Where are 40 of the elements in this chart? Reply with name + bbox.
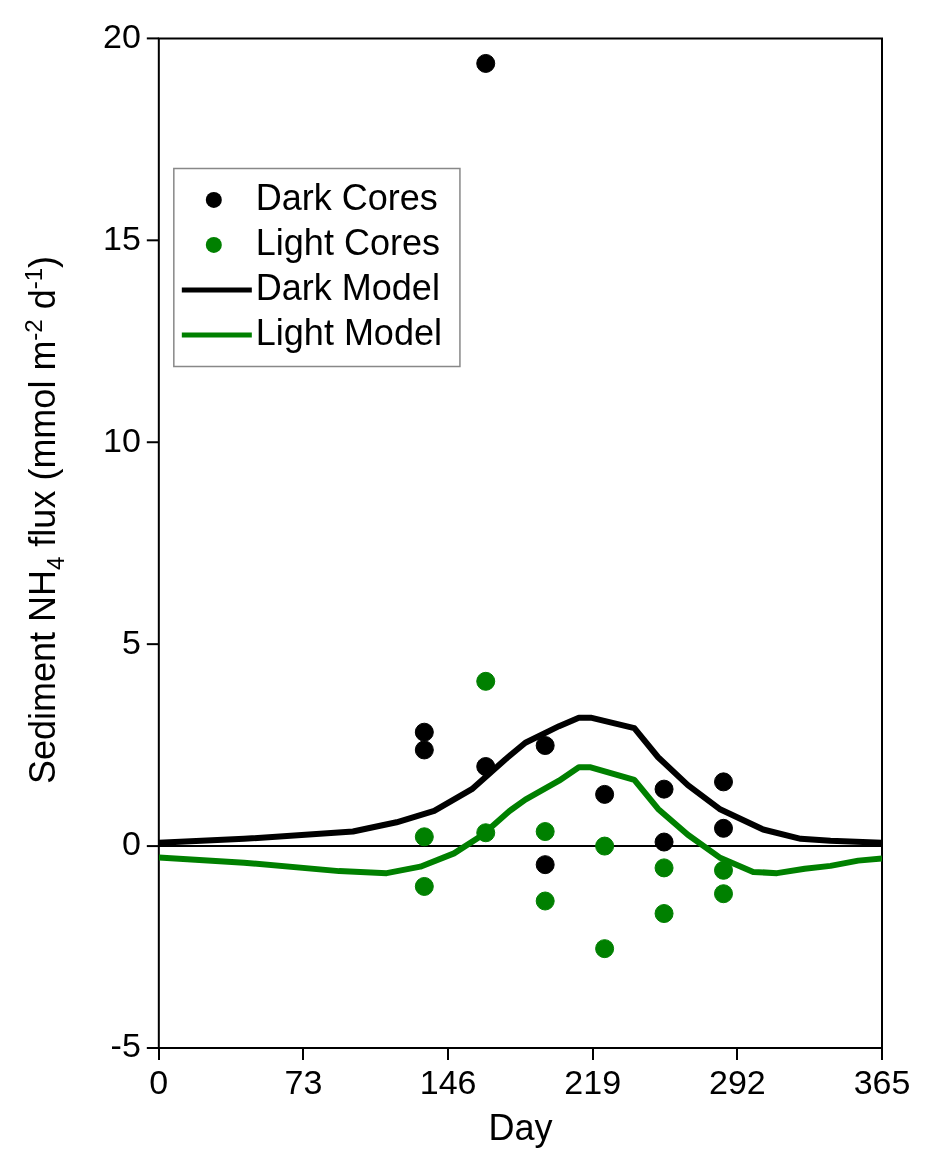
point <box>414 740 434 760</box>
point <box>713 818 733 838</box>
y-tick-label: 10 <box>102 420 141 459</box>
point <box>476 757 496 777</box>
point <box>595 836 615 856</box>
x-axis-title: Day <box>488 1107 553 1149</box>
x-tick-label: 292 <box>709 1062 766 1101</box>
point <box>595 784 615 804</box>
y-tick-label: -5 <box>110 1026 141 1065</box>
y-tick-label: 20 <box>102 16 141 55</box>
point <box>654 832 674 852</box>
point <box>535 736 555 756</box>
point <box>713 860 733 880</box>
point <box>654 858 674 878</box>
y-tick-label: 5 <box>121 622 141 661</box>
point <box>476 823 496 843</box>
x-tick-label: 146 <box>419 1062 477 1101</box>
point <box>654 904 674 924</box>
point <box>535 855 555 875</box>
point <box>535 822 555 842</box>
point <box>595 939 615 959</box>
legend-label: Light Model <box>255 311 442 353</box>
legend-label: Dark Cores <box>255 176 438 218</box>
point <box>654 779 674 799</box>
point <box>414 722 434 742</box>
point <box>414 876 434 896</box>
point <box>476 671 496 691</box>
x-tick-label: 73 <box>284 1062 323 1101</box>
point <box>713 772 733 792</box>
point <box>535 891 555 911</box>
point <box>476 53 496 73</box>
legend-label: Dark Model <box>255 266 440 308</box>
x-tick-label: 219 <box>564 1062 622 1101</box>
x-tick-label: 0 <box>149 1062 169 1101</box>
point <box>414 827 434 847</box>
point <box>713 884 733 904</box>
y-tick-label: 15 <box>102 218 141 257</box>
y-tick-label: 0 <box>121 824 141 863</box>
legend-label: Light Cores <box>255 221 440 263</box>
x-tick-label: 365 <box>853 1062 911 1101</box>
